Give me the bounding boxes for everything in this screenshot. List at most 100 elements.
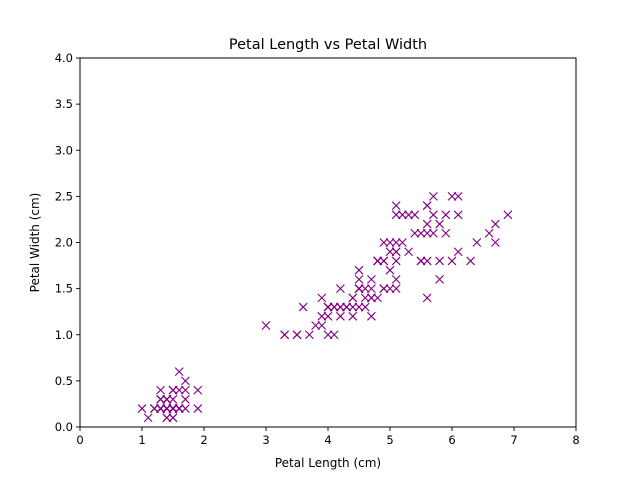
data-point (323, 302, 333, 312)
data-point (348, 302, 358, 312)
data-point (391, 238, 401, 247)
data-point (323, 330, 333, 340)
data-point (453, 247, 463, 257)
data-point (336, 311, 345, 321)
data-point (416, 228, 426, 238)
data-point (354, 265, 364, 275)
data-point (385, 238, 395, 247)
y-tick-label: 3.0 (55, 143, 73, 157)
data-point (398, 238, 407, 247)
data-point (298, 302, 308, 312)
data-point (391, 247, 401, 257)
data-point (360, 293, 370, 303)
data-point (193, 404, 203, 413)
data-point (429, 228, 438, 238)
x-tick-label: 5 (386, 433, 393, 447)
y-tick-label: 3.5 (55, 97, 73, 111)
data-point (391, 284, 401, 294)
data-point (354, 284, 364, 294)
y-tick-label: 1.0 (55, 328, 73, 342)
data-point (162, 413, 172, 423)
data-point (410, 210, 420, 220)
data-point (317, 293, 327, 303)
data-point (323, 311, 333, 321)
data-point (441, 228, 451, 238)
data-point (360, 284, 370, 294)
data-point (193, 385, 203, 395)
data-point (422, 228, 432, 238)
data-point (168, 404, 178, 413)
y-tick-label: 4.0 (55, 51, 73, 65)
data-point (156, 404, 165, 413)
data-point (385, 247, 395, 257)
data-point (348, 293, 358, 303)
data-point (367, 284, 376, 294)
data-point (336, 284, 345, 294)
data-point (137, 404, 147, 413)
data-point (168, 413, 178, 423)
data-point (435, 219, 444, 229)
data-point (422, 219, 432, 229)
data-point (181, 404, 190, 413)
data-point (292, 330, 302, 340)
data-point (410, 228, 420, 238)
data-point (391, 210, 401, 220)
chart-title: Petal Length vs Petal Width (229, 37, 427, 53)
data-point (404, 247, 413, 257)
data-point (385, 265, 395, 275)
axis-ticks: 0 1 2 3 4 5 6 7 8 0.0 0.5 1.0 1.5 2.0 2.5 3.0 3.5 4.0 (55, 51, 580, 447)
y-axis-label: Petal Width (cm) (28, 193, 42, 293)
data-point (491, 238, 500, 247)
data-point (261, 321, 271, 330)
x-tick-label: 4 (324, 433, 331, 447)
data-point (367, 311, 376, 321)
data-point (150, 404, 159, 413)
data-points (137, 191, 513, 423)
data-point (422, 293, 432, 303)
data-point (168, 385, 178, 395)
data-point (174, 367, 184, 377)
data-point (156, 385, 165, 395)
y-tick-label: 2.5 (55, 189, 73, 203)
data-point (143, 413, 153, 423)
y-tick-label: 0.5 (55, 374, 73, 388)
data-point (367, 275, 376, 284)
data-point (429, 210, 438, 220)
data-point (168, 394, 178, 404)
data-point (181, 394, 190, 404)
data-point (305, 330, 314, 340)
data-point (391, 275, 401, 284)
y-tick-label: 2.0 (55, 236, 73, 250)
data-point (348, 311, 358, 321)
data-point (404, 210, 413, 220)
data-point (373, 256, 382, 266)
data-point (379, 238, 389, 247)
data-point (280, 330, 289, 340)
data-point (435, 275, 444, 284)
data-point (174, 385, 184, 395)
data-point (398, 210, 407, 220)
x-tick-label: 1 (138, 433, 145, 447)
data-point (453, 210, 463, 220)
data-point (354, 275, 364, 284)
plot-frame (79, 57, 577, 428)
y-tick-label: 1.5 (55, 282, 73, 296)
x-tick-label: 7 (510, 433, 517, 447)
data-point (391, 201, 401, 210)
data-point (329, 302, 339, 312)
data-point (447, 256, 457, 266)
data-point (435, 256, 444, 266)
y-tick-label: 0.0 (55, 420, 73, 434)
data-point (472, 238, 482, 247)
data-point (441, 210, 451, 220)
data-point (379, 284, 389, 294)
x-tick-label: 0 (76, 433, 83, 447)
data-point (466, 256, 475, 266)
data-point (336, 302, 345, 312)
data-point (491, 219, 500, 229)
data-point (354, 302, 364, 312)
data-point (391, 256, 401, 266)
data-point (317, 321, 327, 330)
data-point (360, 302, 370, 312)
